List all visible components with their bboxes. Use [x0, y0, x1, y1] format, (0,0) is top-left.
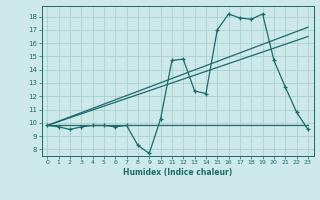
X-axis label: Humidex (Indice chaleur): Humidex (Indice chaleur)	[123, 168, 232, 177]
